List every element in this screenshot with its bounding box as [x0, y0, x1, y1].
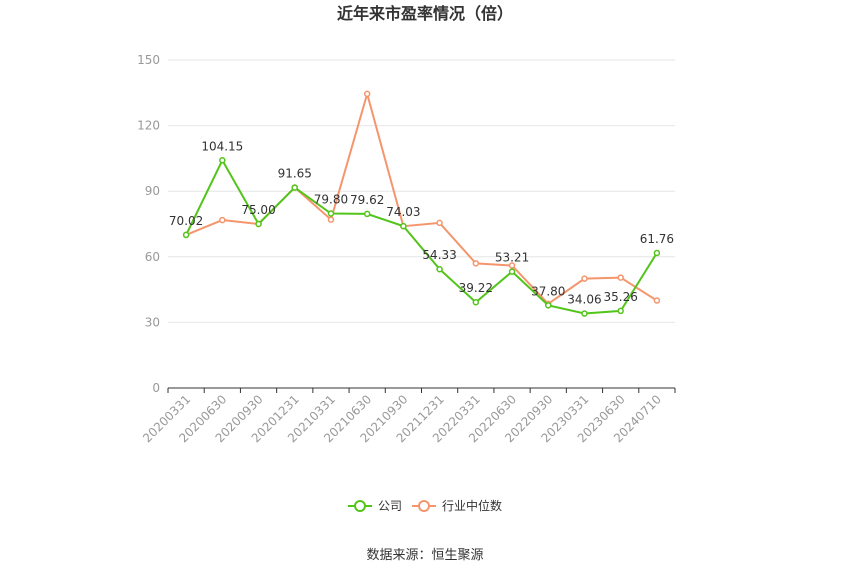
data-label: 70.02 — [169, 214, 203, 228]
data-label: 74.03 — [386, 205, 420, 219]
series-point — [508, 262, 516, 269]
data-label: 39.22 — [459, 281, 493, 295]
series-point — [472, 260, 480, 267]
series-layer — [182, 90, 661, 317]
series-point — [545, 302, 552, 309]
data-label: 61.76 — [640, 232, 674, 246]
data-label: 104.15 — [201, 139, 243, 153]
data-label: 34.06 — [567, 293, 601, 307]
y-tick-label: 30 — [145, 315, 160, 329]
chart-title: 近年来市盈率情况（倍） — [337, 4, 513, 23]
y-axis: 0 30 60 90 120 150 — [137, 53, 160, 395]
series-point — [472, 298, 480, 306]
x-axis: 2020033120200630202009302020123120210331… — [140, 387, 676, 445]
series-point — [327, 216, 335, 223]
y-tick-label: 90 — [145, 184, 160, 198]
data-label: 91.65 — [278, 167, 312, 181]
series-point — [219, 216, 226, 224]
data-label: 79.80 — [314, 193, 348, 207]
grid — [168, 59, 675, 323]
data-label: 37.80 — [531, 284, 565, 298]
data-label: 35.26 — [603, 290, 637, 304]
series-point — [653, 297, 661, 304]
data-label: 53.21 — [495, 251, 529, 265]
y-tick-label: 150 — [137, 53, 160, 67]
y-tick-label: 60 — [145, 250, 160, 264]
series-point — [581, 275, 588, 282]
series-point — [617, 307, 624, 315]
legend-label: 行业中位数 — [442, 498, 502, 513]
series-point — [436, 219, 443, 227]
legend[interactable]: 公司 行业中位数 — [348, 498, 502, 513]
series-point — [581, 310, 588, 317]
series-point — [400, 222, 407, 230]
series-point — [363, 210, 371, 218]
y-tick-label: 0 — [152, 381, 160, 395]
y-tick-label: 120 — [137, 119, 160, 133]
legend-marker — [418, 500, 430, 512]
series-point — [291, 184, 298, 191]
series-point — [219, 157, 226, 164]
series-line — [185, 158, 658, 315]
series-point — [508, 268, 516, 275]
series-point — [436, 265, 443, 273]
data-label: 75.00 — [241, 203, 275, 217]
data-label: 79.62 — [350, 193, 384, 207]
data-label: 54.33 — [422, 248, 456, 262]
legend-label: 公司 — [378, 499, 402, 513]
series-point — [617, 274, 624, 281]
source-note: 数据来源：恒生聚源 — [366, 548, 483, 563]
series-point — [182, 231, 190, 239]
series-point — [327, 210, 335, 217]
series-point — [363, 90, 371, 98]
series-point — [255, 220, 262, 228]
legend-marker — [354, 500, 366, 512]
series-point — [653, 249, 661, 257]
